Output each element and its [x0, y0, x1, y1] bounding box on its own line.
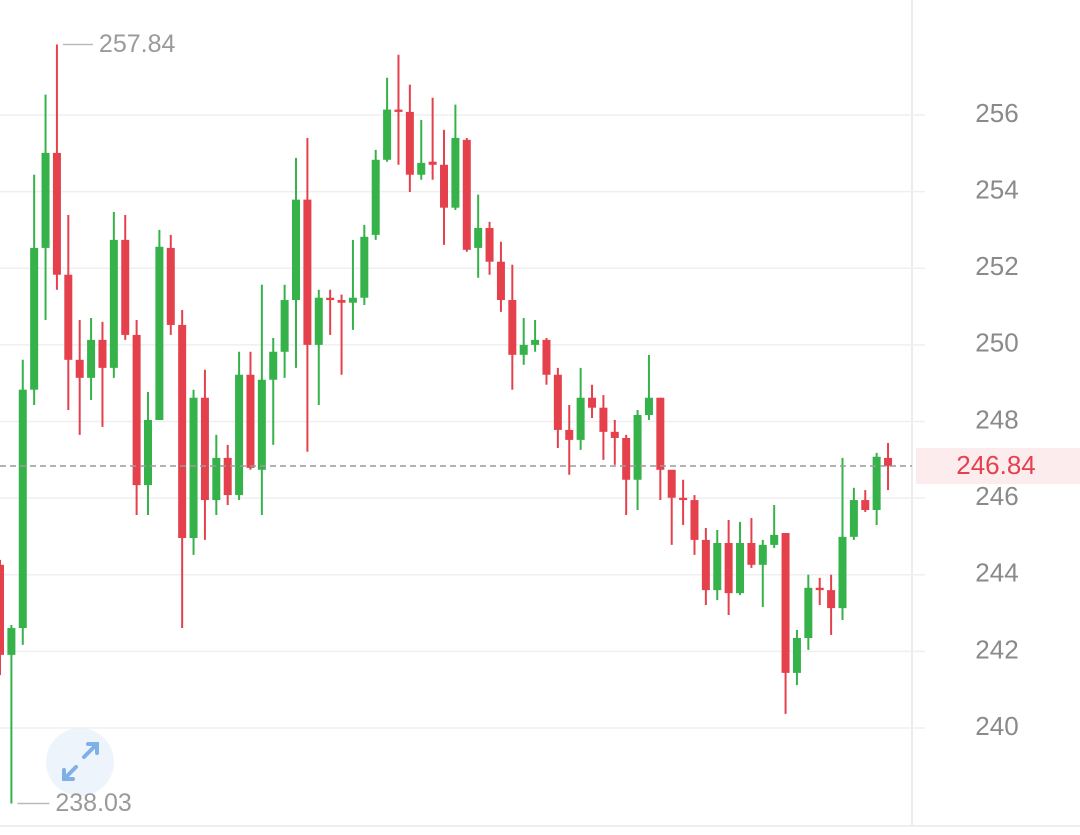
y-tick-label: 252 [975, 251, 1018, 281]
candle-body [280, 300, 289, 352]
candle-body [462, 139, 471, 250]
y-tick-label: 246 [975, 481, 1018, 511]
high-label: 257.84 [99, 30, 176, 58]
candle-body [417, 162, 426, 175]
candle-body [30, 247, 39, 390]
candle-body [371, 159, 380, 235]
candle-body [679, 497, 688, 501]
candle-body [257, 379, 266, 470]
candle-body [884, 457, 893, 466]
candle-body [109, 239, 118, 368]
candle-body [87, 339, 96, 378]
candle-body [121, 239, 130, 335]
candle-body [474, 227, 483, 248]
y-tick-label: 240 [975, 711, 1018, 741]
candle-body [485, 227, 494, 262]
candle-body [405, 111, 414, 175]
candle-body [337, 300, 346, 303]
candle-body [166, 247, 175, 325]
candle-body [223, 457, 232, 496]
last-price-tag [916, 447, 1080, 484]
candle-body [235, 374, 244, 496]
candle-body [872, 456, 881, 511]
y-tick-label: 254 [975, 174, 1018, 204]
candle-body [348, 297, 357, 303]
candle-body [189, 397, 198, 538]
candle-body [701, 539, 710, 591]
candle-body [269, 351, 278, 380]
candle-body [827, 590, 836, 609]
y-tick-label: 244 [975, 558, 1018, 588]
candle-body [804, 587, 813, 639]
candle-body [599, 407, 608, 432]
candle-body [553, 374, 562, 430]
candle-body [303, 199, 312, 345]
candle-body [383, 109, 392, 160]
candle-body [394, 109, 403, 112]
y-tick-label: 256 [975, 98, 1018, 128]
candle-body [132, 334, 141, 486]
candle-body [861, 500, 870, 511]
candle-body [7, 628, 16, 655]
candle-body [212, 457, 221, 501]
expand-button[interactable] [46, 728, 114, 796]
candle-body [41, 152, 50, 248]
candle-body [246, 374, 255, 468]
candle-body [18, 389, 27, 629]
candle-body [155, 246, 164, 420]
candle-body [314, 297, 323, 345]
y-tick-label: 250 [975, 328, 1018, 358]
candle-body [838, 536, 847, 609]
candle-body [633, 414, 642, 480]
candle-body [98, 339, 107, 368]
candle-body [576, 397, 585, 440]
y-tick-label: 248 [975, 404, 1018, 434]
candle-body [519, 344, 528, 355]
candle-body [200, 397, 209, 501]
candle-body [360, 236, 369, 298]
candle-body [144, 419, 153, 486]
candle-body [588, 397, 597, 408]
candle-body [326, 297, 335, 301]
candle-body [508, 300, 517, 355]
candle-body [849, 500, 858, 537]
candle-body [451, 137, 460, 208]
candle-body [531, 339, 540, 345]
candle-body [496, 261, 505, 301]
candle-body [178, 324, 187, 538]
candle-body [64, 274, 73, 360]
candle-body [815, 587, 824, 591]
candle-body [428, 161, 437, 165]
candle-body [713, 542, 722, 591]
low-label: 238.03 [55, 789, 131, 817]
candle-body [292, 199, 301, 301]
candle-body [610, 431, 619, 438]
candle-body [758, 544, 767, 565]
candle-body [656, 397, 665, 470]
candle-body [736, 542, 745, 594]
candle-body [792, 638, 801, 673]
candle-body [75, 359, 84, 378]
candle-body [667, 469, 676, 498]
candle-body [440, 164, 449, 208]
y-tick-label: 242 [975, 634, 1018, 664]
candle-body [565, 429, 574, 440]
expand-icon[interactable] [62, 742, 99, 781]
last-price-label: 246.84 [956, 450, 1036, 480]
candle-body [622, 437, 631, 480]
candle-body [542, 339, 551, 375]
candle-body [724, 542, 733, 594]
candle-body [781, 533, 790, 673]
candle-body [690, 500, 699, 540]
candle-body [770, 534, 779, 545]
candle-body [747, 542, 756, 565]
expand-circle[interactable] [46, 728, 114, 796]
candle-body [644, 397, 653, 415]
candle-body [52, 152, 61, 275]
candle-body [0, 564, 4, 655]
